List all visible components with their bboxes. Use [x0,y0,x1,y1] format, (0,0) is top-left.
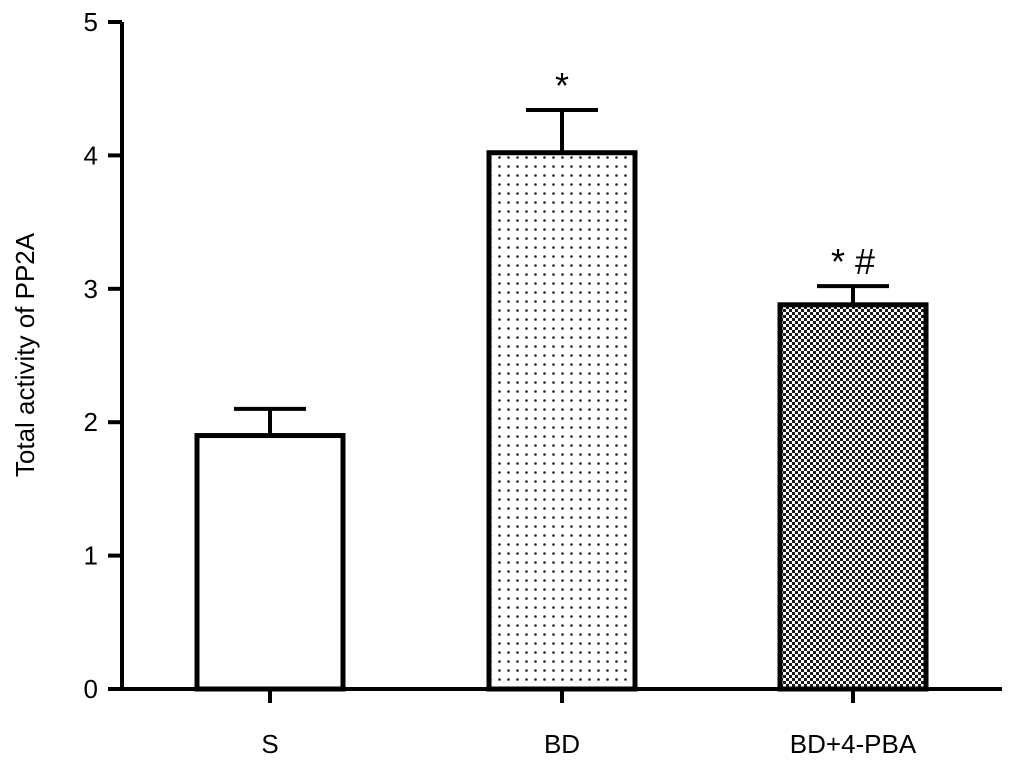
annotations: * * # [555,65,875,282]
error-bars [234,108,889,436]
y-tick-label: 1 [84,541,98,571]
x-axis: S BD BD+4-PBA [120,687,1002,759]
y-axis-label: Total activity of PP2A [10,232,40,477]
y-tick-label: 2 [84,407,98,437]
y-tick-label: 3 [84,274,98,304]
y-tick-label: 0 [84,674,98,704]
x-tick-label: BD+4-PBA [790,729,917,759]
bars [194,150,929,692]
x-tick-label: S [261,729,278,759]
bar-1 [194,433,346,692]
y-tick-label: 5 [84,7,98,37]
x-tick-label: BD [544,729,580,759]
significance-annotation: * # [831,241,875,282]
significance-annotation: * [555,65,569,106]
bar-2 [486,150,638,692]
y-tick-label: 4 [84,140,98,170]
bar-3 [777,302,929,692]
y-axis: 0 1 2 3 4 5 [84,7,124,704]
